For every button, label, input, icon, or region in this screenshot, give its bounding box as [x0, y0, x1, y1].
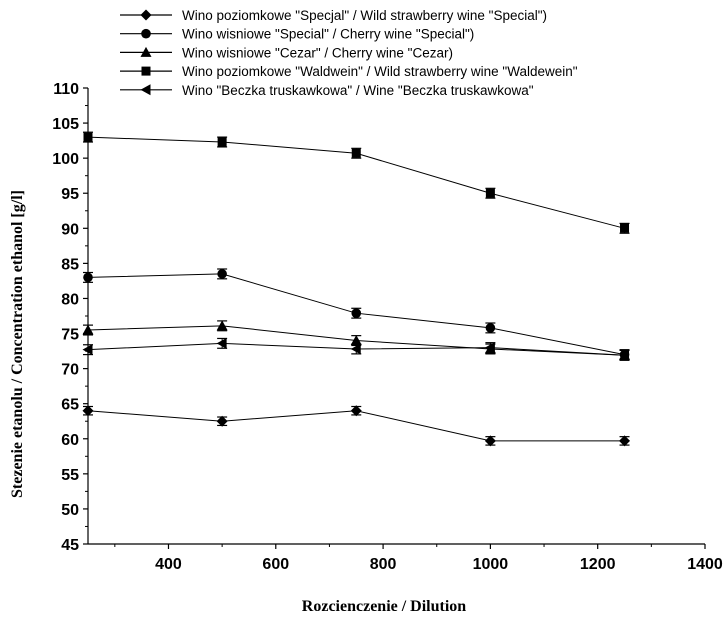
legend-label: Wino poziomkowe "Waldwein" / Wild strawb…: [182, 64, 578, 79]
y-axis-title: Stezenie etanolu / Concentration ethanol…: [9, 190, 26, 498]
legend-marker: [141, 66, 151, 76]
y-tick-label: 85: [61, 256, 79, 273]
legend-label: Wino wisniowe "Cezar" / Cherry wine "Cez…: [182, 45, 453, 60]
data-point: [620, 223, 630, 233]
data-point: [217, 269, 227, 279]
data-point: [216, 320, 228, 331]
data-point: [216, 337, 227, 349]
x-tick-label: 1400: [687, 556, 723, 573]
data-point: [619, 349, 630, 361]
data-point: [82, 344, 93, 356]
legend-item-2: Wino wisniowe "Special" / Cherry wine "S…: [120, 27, 474, 42]
x-tick-label: 800: [370, 556, 397, 573]
y-tick-label: 95: [61, 186, 79, 203]
data-point: [485, 188, 495, 198]
data-point: [619, 435, 631, 447]
x-axis-title: Rozcienczenie / Dilution: [302, 598, 467, 615]
x-tick-label: 1000: [473, 556, 509, 573]
series-1: [82, 405, 631, 447]
data-point: [484, 435, 496, 447]
y-tick-label: 50: [61, 502, 79, 519]
y-tick-label: 65: [61, 397, 79, 414]
data-point: [350, 405, 362, 417]
data-point: [217, 137, 227, 147]
y-tick-label: 80: [61, 291, 79, 308]
legend-label: Wino poziomkowe "Specjal" / Wild strawbe…: [182, 8, 547, 23]
legend-item-1: Wino poziomkowe "Specjal" / Wild strawbe…: [120, 8, 547, 23]
legend-marker: [141, 28, 151, 39]
y-tick-label: 100: [52, 151, 79, 168]
y-tick-label: 55: [61, 467, 79, 484]
y-tick-label: 45: [61, 537, 79, 554]
y-tick-label: 110: [53, 81, 79, 98]
y-tick-label: 105: [52, 116, 79, 133]
data-point: [216, 415, 228, 427]
data-point: [82, 405, 94, 417]
data-point: [83, 272, 93, 283]
data-point: [350, 335, 362, 346]
legend: Wino poziomkowe "Specjal" / Wild strawbe…: [120, 8, 578, 98]
legend-marker: [140, 84, 151, 96]
legend-marker: [140, 9, 152, 21]
y-tick-label: 90: [61, 221, 79, 238]
x-tick-label: 600: [262, 556, 289, 573]
data-point: [82, 324, 94, 335]
x-tick-label: 400: [155, 556, 182, 573]
legend-item-3: Wino wisniowe "Cezar" / Cherry wine "Cez…: [120, 45, 453, 60]
legend-label: Wino wisniowe "Special" / Cherry wine "S…: [182, 27, 474, 42]
legend-label: Wino "Beczka truskawkowa" / Wine "Beczka…: [182, 83, 534, 98]
y-tick-label: 70: [61, 362, 79, 379]
series-layer: [82, 131, 631, 447]
y-tick-label: 75: [61, 327, 79, 344]
axes: 45 50 55 60 65 70 75 80 85 90 95 100 105 110 400 600 800…: [52, 81, 723, 573]
legend-marker: [140, 46, 152, 57]
data-point: [485, 323, 496, 333]
data-point: [351, 148, 361, 158]
legend-item-5: Wino "Beczka truskawkowa" / Wine "Beczka…: [120, 83, 534, 98]
series-4: [83, 131, 630, 234]
x-tick-label: 1200: [580, 556, 616, 573]
series-5: [82, 337, 630, 361]
legend-item-4: Wino poziomkowe "Waldwein" / Wild strawb…: [120, 64, 578, 79]
data-point: [351, 308, 362, 318]
data-point: [350, 343, 361, 355]
data-point: [83, 132, 93, 142]
data-point: [484, 342, 495, 354]
y-tick-label: 60: [61, 432, 79, 449]
